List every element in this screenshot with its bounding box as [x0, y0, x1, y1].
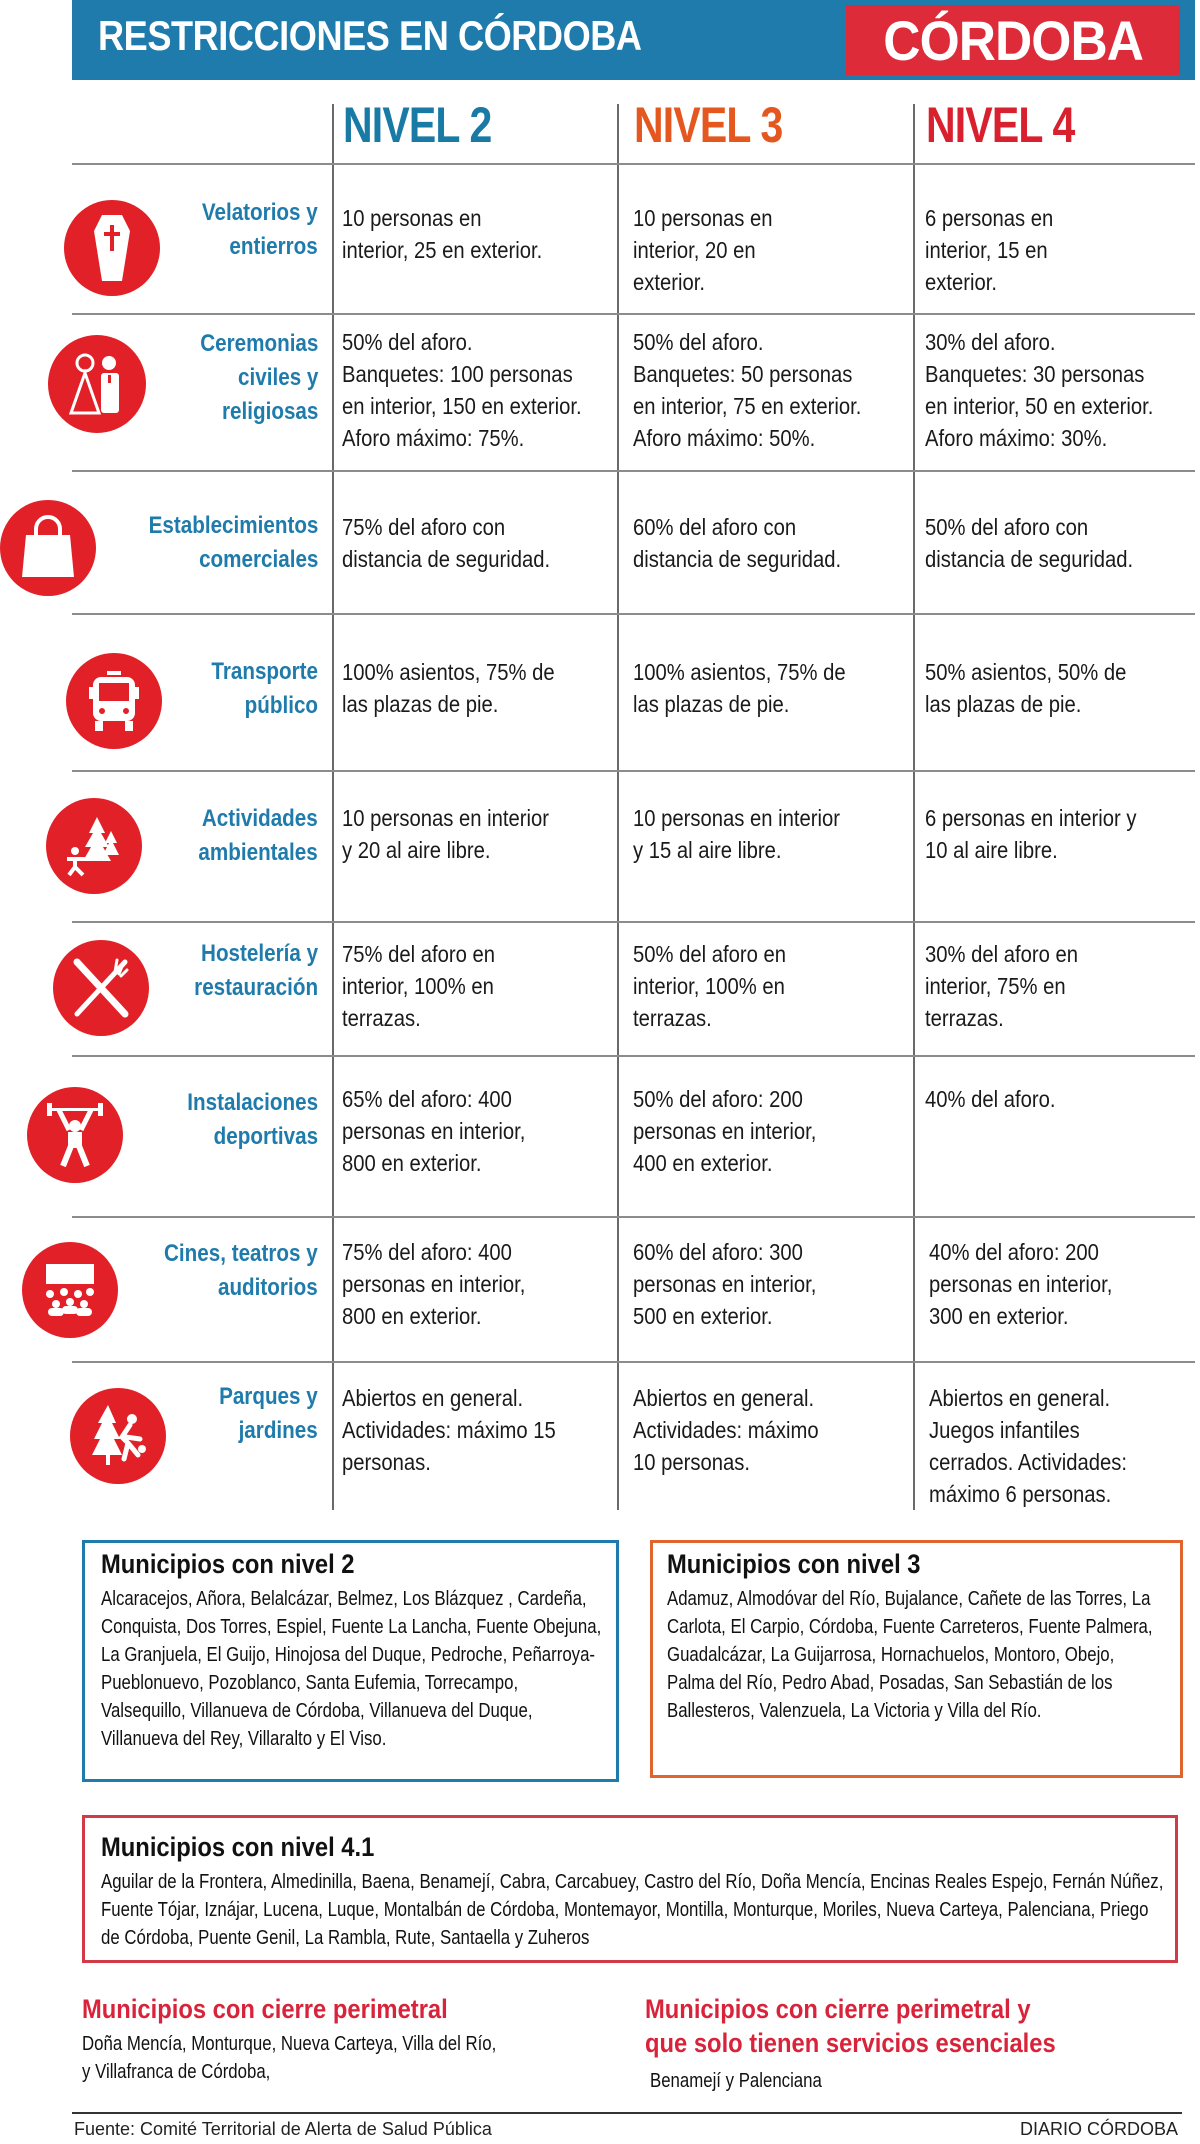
cell-nivel3: 100% asientos, 75% de las plazas de pie. — [633, 659, 846, 717]
wedding-couple-icon — [48, 335, 146, 433]
category-label: Instalaciones deportivas — [187, 1089, 318, 1150]
credit-text: DIARIO CÓRDOBA — [1019, 2119, 1178, 2139]
cell-nivel3: 10 personas en interior y 15 al aire lib… — [633, 805, 841, 863]
coffin-icon — [64, 200, 160, 296]
cell-nivel4: 40% del aforo: 200 personas en interior,… — [929, 1239, 1113, 1329]
essential-services-text: Benamejí y Palenciana — [650, 2070, 822, 2092]
municipalities-level-3-box: Municipios con nivel 3 Adamuz, Almodóvar… — [650, 1540, 1183, 1778]
category-label: Hostelería y restauración — [194, 940, 318, 1001]
park-runner-icon — [70, 1388, 166, 1484]
cell-nivel3: 10 personas en interior, 20 en exterior. — [633, 205, 773, 295]
essential-services-title: Municipios con cierre perimetral y que s… — [645, 1994, 1056, 2058]
category-label: Parques y jardines — [219, 1383, 318, 1444]
cell-nivel4: 30% del aforo en interior, 75% en terraz… — [925, 941, 1079, 1031]
row-divider — [72, 921, 1195, 923]
cell-nivel4: Abiertos en general. Juegos infantiles c… — [929, 1385, 1128, 1507]
box-text: Aguilar de la Frontera, Almedinilla, Bae… — [101, 1871, 1164, 1949]
cell-nivel3: Abiertos en general. Actividades: máximo… — [633, 1385, 819, 1475]
cinema-audience-icon — [22, 1242, 118, 1338]
level-heading-4: NIVEL 4 — [926, 97, 1075, 153]
category-label: Ceremonias civiles y religiosas — [199, 330, 318, 425]
row-divider — [72, 470, 1195, 472]
weightlifter-icon — [27, 1087, 123, 1183]
cell-nivel4: 50% del aforo con distancia de seguridad… — [925, 514, 1134, 572]
cell-nivel3: 50% del aforo. Banquetes: 50 personas en… — [633, 329, 862, 451]
box-title: Municipios con nivel 3 — [667, 1549, 921, 1579]
municipalities-level-2-box: Municipios con nivel 2 Alcaracejos, Añor… — [82, 1540, 619, 1782]
page-title: RESTRICCIONES EN CÓRDOBA — [98, 12, 642, 59]
row-divider — [72, 770, 1195, 772]
cell-nivel2: 75% del aforo en interior, 100% en terra… — [342, 941, 496, 1031]
cell-nivel4: 6 personas en interior, 15 en exterior. — [925, 205, 1054, 295]
knife-fork-icon — [53, 940, 149, 1036]
cell-nivel4: 30% del aforo. Banquetes: 30 personas en… — [925, 329, 1154, 451]
level-heading-2: NIVEL 2 — [343, 97, 492, 153]
row-divider — [72, 1216, 1195, 1218]
category-label: Velatorios y entierros — [202, 199, 318, 260]
row-divider — [72, 163, 1195, 165]
cell-nivel3: 50% del aforo en interior, 100% en terra… — [633, 941, 787, 1031]
category-label: Cines, teatros y auditorios — [164, 1240, 318, 1301]
row-divider — [72, 613, 1195, 615]
cell-nivel4: 50% asientos, 50% de las plazas de pie. — [925, 659, 1127, 717]
row-divider — [72, 1361, 1195, 1363]
footer-divider — [72, 2112, 1182, 2114]
box-text: Adamuz, Almodóvar del Río, Bujalance, Ca… — [667, 1588, 1153, 1722]
municipalities-level-4-1-box: Municipios con nivel 4.1 Aguilar de la F… — [82, 1815, 1178, 1963]
cell-nivel2: 10 personas en interior, 25 en exterior. — [342, 205, 543, 263]
category-label: Actividades ambientales — [198, 805, 318, 866]
source-text: Fuente: Comité Territorial de Alerta de … — [74, 2119, 492, 2139]
cell-nivel2: 100% asientos, 75% de las plazas de pie. — [342, 659, 555, 717]
cell-nivel3: 60% del aforo: 300 personas en interior,… — [633, 1239, 817, 1329]
column-divider — [332, 104, 334, 1510]
cell-nivel2: 10 personas en interior y 20 al aire lib… — [342, 805, 550, 863]
box-text: Alcaracejos, Añora, Belalcázar, Belmez, … — [101, 1588, 602, 1750]
hiker-trees-icon — [46, 798, 142, 894]
bus-icon — [66, 653, 162, 749]
cell-nivel2: 65% del aforo: 400 personas en interior,… — [342, 1086, 526, 1176]
perimeter-closure-text: Doña Mencía, Monturque, Nueva Carteya, V… — [82, 2033, 497, 2083]
cell-nivel4: 40% del aforo. — [925, 1086, 1056, 1112]
column-divider — [913, 104, 915, 1510]
cell-nivel2: 75% del aforo: 400 personas en interior,… — [342, 1239, 526, 1329]
brand-box — [846, 5, 1180, 75]
box-title: Municipios con nivel 4.1 — [101, 1832, 375, 1862]
shopping-bag-icon — [0, 500, 96, 596]
cell-nivel2: 75% del aforo con distancia de seguridad… — [342, 514, 551, 572]
column-divider — [617, 104, 619, 1510]
cell-nivel3: 60% del aforo con distancia de seguridad… — [633, 514, 842, 572]
cell-nivel4: 6 personas en interior y 10 al aire libr… — [925, 805, 1137, 863]
row-divider — [72, 313, 1195, 315]
row-divider — [72, 1055, 1195, 1057]
category-label: Transporte público — [211, 658, 318, 719]
cell-nivel2: Abiertos en general. Actividades: máximo… — [342, 1385, 556, 1475]
level-heading-3: NIVEL 3 — [634, 97, 783, 153]
brand-text: CÓRDOBA — [883, 8, 1144, 72]
cell-nivel3: 50% del aforo: 200 personas en interior,… — [633, 1086, 817, 1176]
perimeter-closure-title: Municipios con cierre perimetral — [82, 1994, 448, 2024]
brand-logo: CÓRDOBA — [846, 5, 1180, 75]
box-title: Municipios con nivel 2 — [101, 1549, 355, 1579]
cell-nivel2: 50% del aforo. Banquetes: 100 personas e… — [342, 329, 582, 451]
category-label: Establecimientos comerciales — [148, 512, 318, 573]
